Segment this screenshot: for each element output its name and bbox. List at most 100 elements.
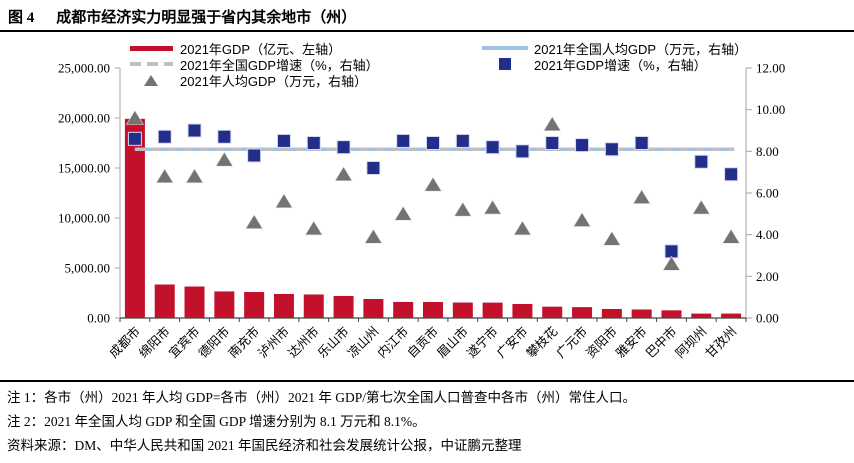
left-axis-tick-label: 25,000.00: [58, 61, 110, 76]
per-capita-gdp-triangle-marker: [334, 166, 353, 182]
gdp-bar: [333, 295, 354, 318]
x-axis-category-label: 凉山州: [344, 324, 381, 361]
triangle-marker-icon: [128, 74, 174, 86]
gdp-bar: [631, 309, 652, 318]
gdp-bar: [452, 302, 473, 318]
x-axis-category-label: 遂宁市: [464, 324, 501, 361]
right-axis-tick-label: 12.00: [756, 61, 785, 76]
gdp-growth-square-marker: [545, 136, 560, 150]
gdp-bar: [423, 301, 443, 318]
right-axis-tick-label: 6.00: [756, 186, 779, 201]
source-note: 资料来源：DM、中华人民共和国 2021 年国民经济和社会发展统计公报，中证鹏元…: [7, 438, 522, 453]
per-capita-gdp-triangle-marker: [274, 193, 293, 209]
gdp-growth-square-marker: [127, 131, 142, 146]
per-capita-gdp-triangle-marker: [245, 214, 264, 229]
x-axis-category-label: 自贡市: [404, 324, 441, 361]
per-capita-gdp-triangle-marker: [125, 109, 144, 125]
gdp-growth-square-marker: [455, 133, 470, 148]
x-axis-category-label: 乐山市: [315, 324, 352, 361]
gdp-bar: [691, 313, 712, 318]
x-axis-category-label: 雅安市: [613, 324, 650, 361]
left-axis-tick-label: 10,000.00: [58, 211, 110, 226]
right-axis-tick-label: 8.00: [756, 144, 779, 159]
gdp-growth-square-marker: [187, 123, 202, 138]
gdp-bar: [273, 293, 294, 318]
legend-label: 2021年GDP（亿元、左轴）: [180, 41, 342, 57]
notes-divider: [0, 380, 854, 382]
x-axis-category-label: 绵阳市: [136, 324, 173, 361]
x-axis-category-label: 德阳市: [195, 324, 232, 361]
per-capita-gdp-triangle-marker: [662, 255, 681, 271]
per-capita-gdp-triangle-marker: [394, 205, 413, 221]
x-axis-category-label: 攀枝花: [523, 324, 560, 361]
gdp-bar: [512, 303, 533, 318]
x-axis-category-label: 内江市: [374, 324, 411, 361]
dashed-line-swatch-icon: [128, 62, 174, 66]
gdp-growth-square-marker: [217, 129, 232, 144]
gdp-bar: [572, 307, 593, 318]
gdp-growth-square-marker: [724, 167, 739, 182]
left-axis-tick-label: 5,000.00: [65, 261, 111, 276]
gdp-bar: [303, 294, 324, 318]
gdp-growth-square-marker: [426, 136, 440, 150]
x-axis-category-label: 南充市: [225, 324, 262, 361]
per-capita-gdp-triangle-marker: [423, 176, 443, 192]
gdp-bar: [184, 286, 205, 318]
gdp-growth-square-marker: [396, 133, 411, 148]
gdp-bar: [721, 313, 742, 318]
legend-label: 2021年人均GDP（万元，右轴）: [180, 73, 368, 89]
per-capita-gdp-triangle-marker: [483, 199, 502, 215]
gdp-growth-square-marker: [247, 148, 262, 163]
gdp-bar: [661, 310, 682, 318]
per-capita-gdp-triangle-marker: [215, 151, 234, 167]
x-axis-category-label: 广元市: [553, 324, 590, 361]
x-axis-category-label: 巴中市: [642, 324, 679, 361]
title-divider: [0, 30, 854, 32]
gdp-growth-square-marker: [157, 129, 172, 144]
x-axis-category-label: 阿坝州: [673, 324, 709, 360]
x-axis-category-label: 泸州市: [255, 324, 292, 361]
left-axis-tick-label: 0.00: [87, 311, 110, 326]
page-title: 图 4 成都市经济实力明显强于省内其余地市（州）: [8, 6, 356, 27]
x-axis-category-label: 广安市: [493, 324, 530, 361]
gdp-growth-square-marker: [575, 138, 590, 153]
legend-label: 2021年全国GDP增速（%，右轴）: [180, 57, 379, 73]
per-capita-gdp-triangle-marker: [155, 168, 174, 184]
per-capita-gdp-triangle-marker: [692, 199, 711, 215]
legend-right: 2021年全国人均GDP（万元，右轴） 2021年GDP增速（%，右轴）: [482, 40, 747, 73]
per-capita-gdp-triangle-marker: [513, 220, 532, 236]
x-axis-category-label: 成都市: [106, 324, 143, 361]
gdp-bar: [363, 298, 384, 318]
legend-item-national-per-capita-gdp: 2021年全国人均GDP（万元，右轴）: [482, 40, 747, 57]
gdp-growth-square-marker: [634, 136, 649, 150]
per-capita-gdp-triangle-marker: [543, 116, 562, 132]
left-axis-tick-label: 15,000.00: [58, 161, 110, 176]
legend-label: 2021年GDP增速（%，右轴）: [534, 57, 707, 73]
gdp-bar: [214, 291, 235, 318]
gdp-growth-square-marker: [366, 161, 381, 175]
note-2: 注 2：2021 年全国人均 GDP 和全国 GDP 增速分别为 8.1 万元和…: [7, 414, 426, 429]
legend-left: 2021年GDP（亿元、左轴） 2021年全国GDP增速（%，右轴） 2021年…: [128, 40, 379, 89]
legend-item-gdp-bar: 2021年GDP（亿元、左轴）: [128, 40, 379, 57]
square-marker-icon: [482, 58, 528, 70]
bar-swatch-icon: [128, 45, 174, 51]
per-capita-gdp-triangle-marker: [573, 212, 592, 227]
gdp-growth-square-marker: [515, 144, 530, 159]
gdp-bar: [542, 306, 563, 318]
figure-label: 图 4: [8, 10, 35, 26]
x-axis-category-label: 达州市: [285, 324, 322, 361]
gdp-growth-square-marker: [694, 154, 709, 169]
left-axis-tick-label: 20,000.00: [58, 111, 110, 126]
legend-item-national-gdp-growth: 2021年全国GDP增速（%，右轴）: [128, 56, 379, 73]
line-swatch-icon: [482, 46, 528, 50]
right-axis-tick-label: 4.00: [756, 227, 779, 242]
x-axis-category-label: 宜宾市: [166, 324, 203, 361]
per-capita-gdp-triangle-marker: [364, 228, 383, 244]
legend-item-per-capita-gdp: 2021年人均GDP（万元，右轴）: [128, 72, 379, 89]
gdp-bar: [482, 302, 503, 318]
gdp-bar: [124, 118, 145, 318]
right-axis-tick-label: 0.00: [756, 311, 779, 326]
per-capita-gdp-triangle-marker: [632, 189, 651, 204]
